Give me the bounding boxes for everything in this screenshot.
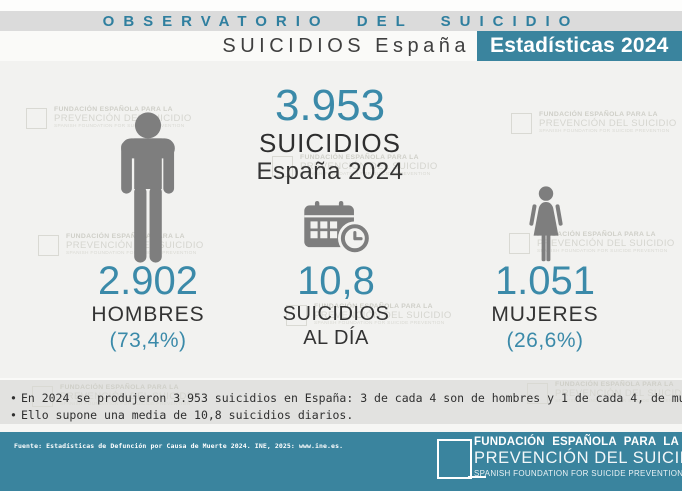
- foundation-logo-square-icon: [437, 439, 472, 479]
- foundation-name-line1: FUNDACIÓN ESPAÑOLA PARA LA: [474, 436, 680, 448]
- note-line-2: • Ello supone una media de 10,8 suicidios…: [10, 408, 353, 422]
- daily-stat: 10,8 SUICIDIOS AL DÍA: [236, 260, 436, 350]
- daily-label-line1: SUICIDIOS: [282, 303, 390, 325]
- foundation-logo-tail: [468, 476, 486, 478]
- subtitle-suicidios-espana: SUICIDIOS España: [222, 35, 470, 57]
- men-label: HOMBRES: [91, 303, 205, 326]
- note-text-1: En 2024 se produjeron 3.953 suicidios en…: [20, 391, 682, 405]
- men-percent: (73,4%): [109, 329, 187, 352]
- foundation-name-line2: PREVENCIÓN DEL SUICIDIO: [474, 449, 682, 467]
- man-icon: [121, 112, 175, 263]
- footer-bar: Fuente: Estadísticas de Defunción por Ca…: [0, 432, 682, 491]
- observatory-title: OBSERVATORIO DEL SUICIDIO: [102, 13, 580, 30]
- women-stat: 1.051 MUJERES (26,6%): [445, 260, 645, 354]
- note-text-2: Ello supone una media de 10,8 suicidios …: [20, 408, 354, 422]
- women-percent: (26,6%): [506, 329, 584, 352]
- watermark-square-icon: [38, 235, 59, 256]
- footer-gap-strip: [0, 424, 682, 432]
- notes-panel: [0, 378, 682, 424]
- source-citation: Fuente: Estadísticas de Defunción por Ca…: [14, 442, 344, 450]
- watermark-square-icon: [511, 113, 532, 134]
- foundation-name-english: SPANISH FOUNDATION FOR SUICIDE PREVENTIO…: [474, 469, 682, 478]
- women-value: 1.051: [494, 259, 596, 303]
- total-label: SUICIDIOS: [259, 128, 401, 158]
- note-line-1: • En 2024 se produjeron 3.953 suicidios e…: [10, 391, 682, 405]
- bullet-icon: •: [10, 391, 17, 405]
- women-label: MUJERES: [491, 303, 599, 326]
- daily-value: 10,8: [297, 259, 375, 303]
- men-stat: 2.902 HOMBRES (73,4%): [48, 260, 248, 354]
- total-value: 3.953: [274, 81, 386, 130]
- top-white-strip: [0, 0, 682, 11]
- year-badge: Estadísticas 2024: [477, 31, 682, 61]
- bullet-icon: •: [10, 408, 17, 422]
- foundation-logo-text: FUNDACIÓN ESPAÑOLA PARA LA PREVENCIÓN DE…: [474, 435, 682, 479]
- daily-label-line2: AL DÍA: [303, 327, 369, 349]
- total-suicides-stat: 3.953 SUICIDIOS España 2024: [220, 81, 440, 186]
- total-sublabel: España 2024: [256, 158, 404, 185]
- calendar-clock-icon: [304, 201, 372, 256]
- woman-icon: [529, 186, 563, 262]
- header-band: [0, 11, 682, 31]
- men-value: 2.902: [97, 259, 199, 303]
- watermark-square-icon: [26, 108, 47, 129]
